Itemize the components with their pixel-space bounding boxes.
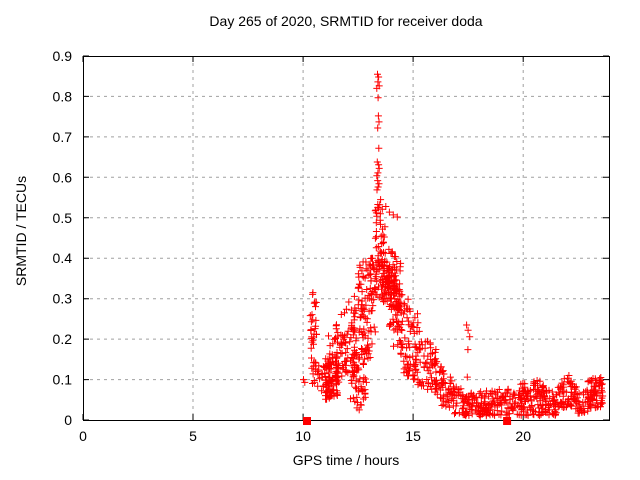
y-axis-label: SRMTID / TECUs [13,175,29,287]
y-tick-label: 0.9 [53,48,73,64]
chart-title: Day 265 of 2020, SRMTID for receiver dod… [209,13,483,29]
y-tick-label: 0.7 [53,129,73,145]
y-tick-label: 0.1 [53,372,73,388]
plot-border [83,56,610,421]
y-tick-label: 0.8 [53,88,73,104]
y-tick-label: 0.3 [53,291,73,307]
zero-square-marker [503,417,512,425]
x-axis-label: GPS time / hours [292,452,400,468]
y-tick-label: 0.5 [53,210,73,226]
grid-lines [83,56,609,420]
x-tick-label: 20 [515,428,531,444]
y-tick-label: 0.4 [53,250,73,266]
x-tick-label: 15 [405,428,421,444]
zero-square-marker [303,417,311,425]
y-tick-label: 0.6 [53,169,73,185]
y-tick-label: 0.2 [53,331,73,347]
x-tick-label: 5 [189,428,197,444]
y-tick-label: 0 [64,412,72,428]
data-points [300,70,607,420]
x-tick-label: 0 [79,428,87,444]
x-tick-label: 10 [295,428,311,444]
axis-ticks [82,55,609,421]
